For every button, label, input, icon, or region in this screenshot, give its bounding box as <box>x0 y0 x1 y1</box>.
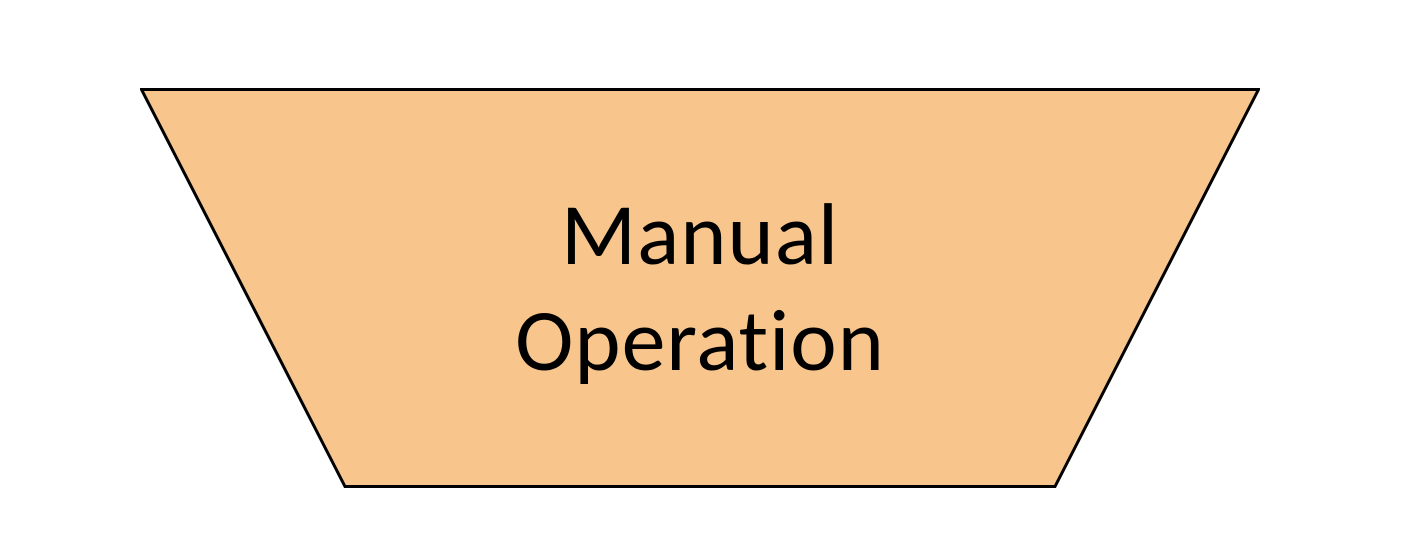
manual-operation-trapezoid-icon <box>140 88 1260 488</box>
manual-operation-shape: Manual Operation <box>140 88 1260 488</box>
